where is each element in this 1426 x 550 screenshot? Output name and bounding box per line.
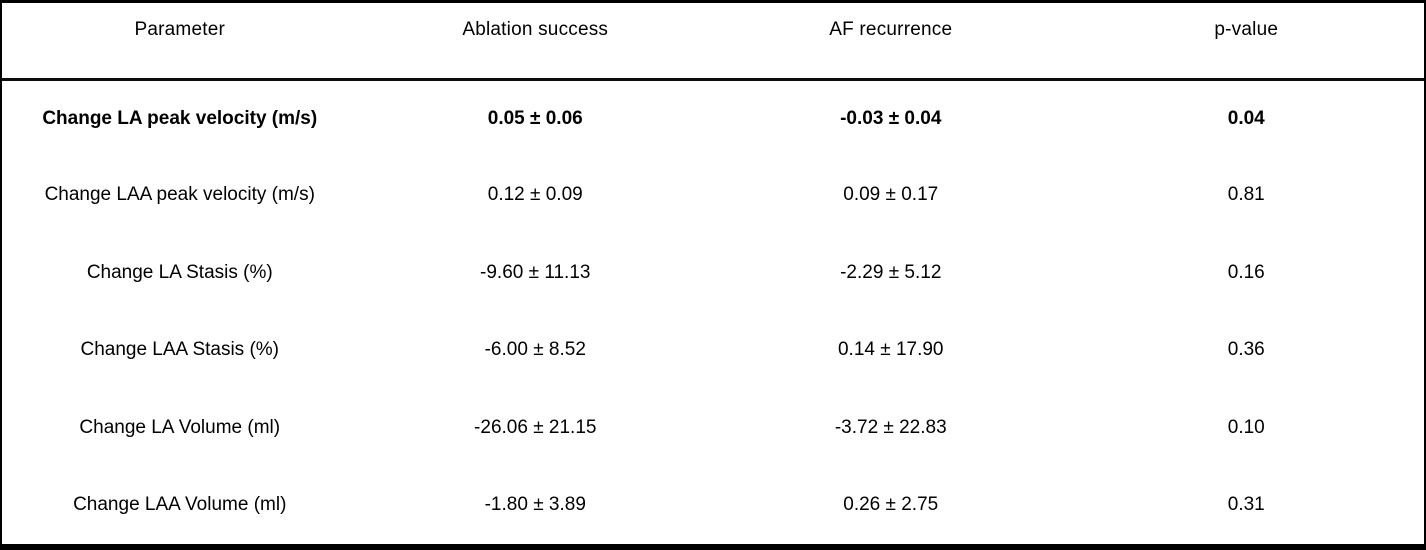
cell-parameter: Change LAA Stasis (%) <box>80 339 280 361</box>
cell-af-recurrence: -0.03 ± 0.04 <box>840 107 942 129</box>
cell-af-recurrence: 0.14 ± 17.90 <box>837 339 944 361</box>
table-row: Change LA Stasis (%) -9.60 ± 11.13 -2.29 ±… <box>2 234 1424 312</box>
cell-af-recurrence: 0.09 ± 0.17 <box>843 184 939 206</box>
cell-parameter: Change LA Stasis (%) <box>86 261 273 283</box>
cell-af-recurrence: -3.72 ± 22.83 <box>834 416 947 438</box>
cell-parameter: Change LA Volume (ml) <box>79 416 281 438</box>
column-header-ablation-success: Ablation success <box>357 3 713 81</box>
table-row: Change LA peak velocity (m/s) 0.05 ± 0.06… <box>2 79 1424 157</box>
column-header-af-recurrence: AF recurrence <box>713 3 1069 81</box>
cell-p-value: 0.04 <box>1227 107 1265 129</box>
cell-parameter: Change LAA Volume (ml) <box>73 494 287 516</box>
table-row: Change LAA Volume (ml) -1.80 ± 3.89 0.26 ±… <box>2 467 1424 545</box>
column-header-p-value: p-value <box>1068 3 1424 81</box>
cell-p-value: 0.36 <box>1227 339 1265 361</box>
table-row: Change LAA Stasis (%) -6.00 ± 8.52 0.14 ± … <box>2 312 1424 390</box>
cell-af-recurrence: -2.29 ± 5.12 <box>840 261 942 283</box>
cell-ablation-success: -9.60 ± 11.13 <box>480 261 591 283</box>
cell-ablation-success: -26.06 ± 21.15 <box>474 416 597 438</box>
cell-ablation-success: 0.05 ± 0.06 <box>487 107 583 129</box>
cell-p-value: 0.10 <box>1227 416 1265 438</box>
column-header-parameter: Parameter <box>2 3 358 81</box>
table-body: Change LA peak velocity (m/s) 0.05 ± 0.06… <box>2 79 1424 544</box>
table-header: Parameter Ablation success AF recurrence… <box>2 3 1424 81</box>
cell-p-value: 0.81 <box>1227 184 1265 206</box>
cell-p-value: 0.16 <box>1227 261 1265 283</box>
table-row: Change LA Volume (ml) -26.06 ± 21.15 -3.72… <box>2 389 1424 467</box>
cell-parameter: Change LAA peak velocity (m/s) <box>44 184 315 206</box>
header-row: Parameter Ablation success AF recurrence… <box>2 3 1424 81</box>
table-row: Change LAA peak velocity (m/s) 0.12 ± 0.0… <box>2 157 1424 235</box>
cell-ablation-success: -6.00 ± 8.52 <box>484 339 586 361</box>
cell-af-recurrence: 0.26 ± 2.75 <box>843 494 939 516</box>
results-table: Parameter Ablation success AF recurrence… <box>2 3 1424 544</box>
cell-p-value: 0.31 <box>1227 494 1265 516</box>
cell-ablation-success: -1.80 ± 3.89 <box>484 494 586 516</box>
cell-ablation-success: 0.12 ± 0.09 <box>487 184 583 206</box>
cell-parameter: Change LA peak velocity (m/s) <box>42 107 318 129</box>
